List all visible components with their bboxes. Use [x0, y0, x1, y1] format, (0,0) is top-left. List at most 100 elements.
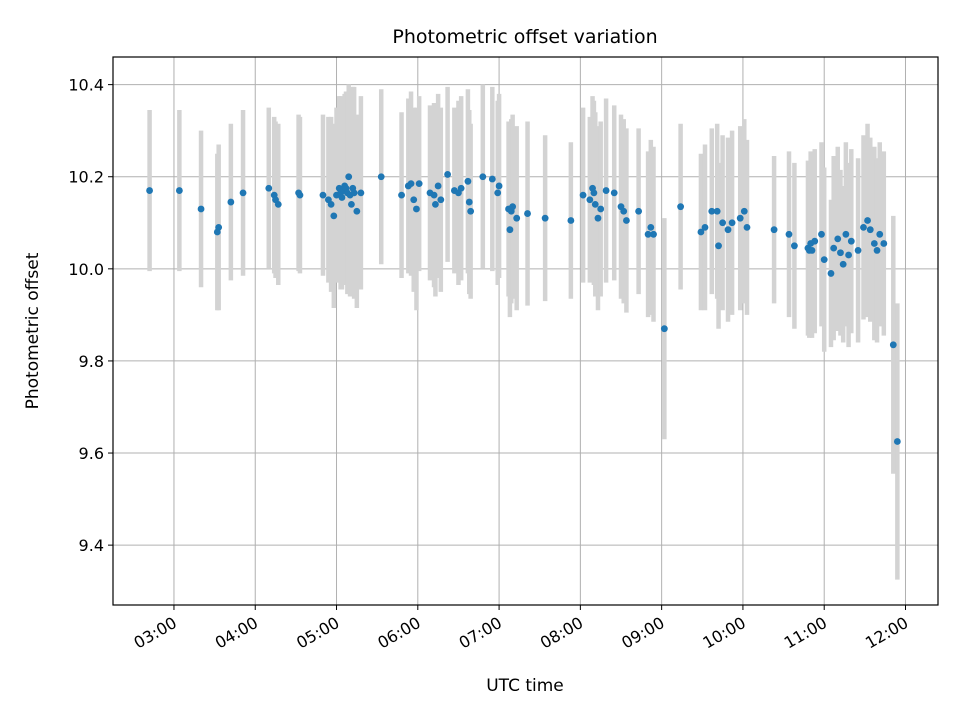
data-point	[842, 230, 850, 238]
data-point	[889, 341, 897, 349]
data-point	[701, 223, 709, 231]
data-point	[357, 189, 365, 197]
data-point	[579, 191, 587, 199]
data-point	[597, 205, 605, 213]
data-point	[660, 325, 668, 333]
data-point	[644, 230, 652, 238]
y-axis-label: Photometric offset	[23, 252, 43, 409]
data-point	[465, 198, 473, 206]
data-point	[677, 203, 685, 211]
data-point	[837, 249, 844, 257]
data-point	[567, 217, 575, 224]
data-point	[697, 228, 705, 236]
data-point	[479, 173, 487, 181]
data-point	[845, 251, 852, 259]
data-point	[509, 203, 517, 211]
data-point	[827, 270, 835, 277]
data-point	[650, 230, 657, 238]
data-point	[830, 244, 838, 252]
data-point	[719, 219, 727, 227]
data-point	[880, 240, 888, 247]
data-point	[348, 200, 355, 208]
data-point	[327, 200, 335, 208]
data-point	[146, 187, 153, 194]
data-point	[413, 205, 420, 213]
data-point	[274, 200, 282, 208]
data-point	[893, 438, 901, 445]
data-point	[873, 247, 881, 254]
data-point	[770, 226, 778, 234]
y-tick-label: 9.4	[79, 536, 104, 555]
data-point	[338, 194, 346, 201]
data-point	[647, 223, 655, 231]
data-points	[146, 171, 901, 445]
data-point	[467, 207, 475, 215]
data-point	[495, 182, 503, 190]
data-point	[870, 240, 878, 247]
data-point	[377, 173, 385, 181]
data-point	[432, 200, 439, 208]
data-point	[811, 237, 819, 245]
data-point	[591, 200, 599, 208]
data-point	[743, 223, 751, 231]
data-point	[839, 260, 847, 268]
data-point	[602, 187, 610, 194]
data-point	[494, 189, 502, 197]
data-point	[708, 207, 716, 215]
data-point	[590, 189, 598, 197]
data-point	[227, 198, 235, 206]
data-point	[834, 235, 842, 243]
data-point	[808, 247, 816, 254]
data-point	[239, 189, 247, 197]
data-point	[434, 182, 442, 190]
data-point	[524, 210, 531, 217]
data-point	[586, 196, 594, 204]
data-point	[713, 207, 721, 215]
y-tick-label: 9.8	[79, 352, 104, 371]
data-point	[330, 212, 338, 220]
data-point	[620, 207, 628, 215]
data-point	[398, 191, 405, 199]
data-point	[594, 214, 602, 222]
data-point	[265, 184, 273, 192]
data-point	[866, 226, 874, 234]
data-point	[410, 196, 418, 204]
data-point	[740, 207, 748, 215]
x-axis-label: UTC time	[486, 676, 564, 696]
y-tick-label: 10.0	[68, 260, 104, 279]
data-point	[457, 184, 465, 192]
data-point	[296, 191, 304, 199]
data-point	[736, 214, 744, 222]
data-point	[488, 175, 496, 183]
data-point	[444, 171, 452, 178]
data-point	[175, 187, 183, 194]
data-point	[715, 242, 722, 250]
data-point	[464, 177, 472, 185]
data-point	[724, 226, 732, 234]
data-point	[864, 217, 871, 224]
data-point	[437, 196, 445, 204]
data-point	[215, 223, 223, 231]
data-point	[860, 223, 867, 231]
data-point	[350, 189, 358, 197]
data-point	[728, 219, 736, 227]
y-tick-label: 10.2	[68, 168, 104, 187]
data-point	[623, 217, 630, 224]
data-point	[197, 205, 205, 213]
data-point	[345, 173, 353, 181]
y-tick-label: 9.6	[79, 444, 104, 463]
data-point	[407, 180, 415, 188]
data-point	[430, 191, 438, 199]
data-point	[506, 226, 514, 234]
data-point	[513, 214, 521, 222]
data-point	[785, 230, 793, 238]
data-point	[876, 230, 884, 238]
data-point	[854, 247, 862, 254]
data-point	[791, 242, 798, 250]
plot-frame	[112, 56, 939, 606]
data-point	[847, 237, 855, 245]
data-point	[541, 214, 549, 222]
